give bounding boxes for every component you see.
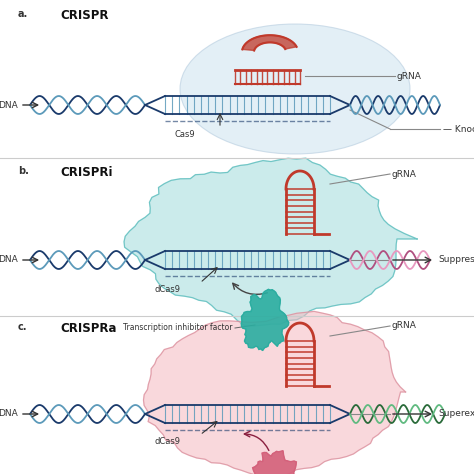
Text: a.: a. xyxy=(18,9,28,19)
Text: Suppression: Suppression xyxy=(438,255,474,264)
Text: DNA: DNA xyxy=(0,100,18,109)
Text: — Knockout: — Knockout xyxy=(443,125,474,134)
Text: DNA: DNA xyxy=(0,410,18,419)
Text: gRNA: gRNA xyxy=(392,321,417,330)
Text: dCas9: dCas9 xyxy=(155,437,181,446)
Text: CRISPRi: CRISPRi xyxy=(60,166,112,179)
Text: CRISPRa: CRISPRa xyxy=(60,322,117,335)
Text: gRNA: gRNA xyxy=(397,72,422,81)
Polygon shape xyxy=(144,311,406,474)
Text: dCas9: dCas9 xyxy=(155,284,181,293)
Text: Transcription inhibitor factor: Transcription inhibitor factor xyxy=(124,323,233,332)
Polygon shape xyxy=(247,451,305,474)
Text: Superexpressi: Superexpressi xyxy=(438,410,474,419)
Ellipse shape xyxy=(180,24,410,154)
Text: CRISPR: CRISPR xyxy=(60,9,109,22)
Text: c.: c. xyxy=(18,322,27,332)
Polygon shape xyxy=(124,158,417,326)
Text: gRNA: gRNA xyxy=(392,170,417,179)
Polygon shape xyxy=(241,289,289,351)
Text: b.: b. xyxy=(18,166,29,176)
Text: DNA: DNA xyxy=(0,255,18,264)
Polygon shape xyxy=(242,35,297,51)
Text: Cas9: Cas9 xyxy=(175,129,196,138)
